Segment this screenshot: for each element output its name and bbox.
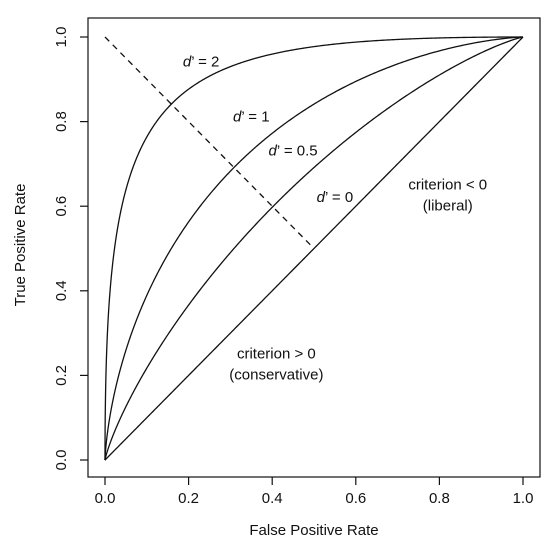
y-tick-label: 0.4 [53, 280, 70, 301]
x-axis-label: False Positive Rate [249, 522, 378, 539]
y-tick-label: 0.2 [53, 365, 70, 386]
y-tick-label: 0.8 [53, 111, 70, 132]
y-tick-label: 0.6 [53, 196, 70, 217]
plot-frame [87, 17, 541, 478]
annotation-label: d’ = 0 [317, 189, 354, 206]
x-tick-label: 0.8 [429, 490, 450, 507]
x-axis: 0.0 0.2 0.4 0.6 0.8 1.0 [95, 477, 534, 507]
annotation-label: (liberal) [423, 197, 473, 214]
criterion-dashed-line [104, 36, 315, 249]
annotation-label: d’ = 2 [183, 54, 220, 71]
y-axis-label: True Positive Rate [12, 184, 29, 307]
roc-curves [104, 36, 524, 461]
roc-curve-dprime-1 [104, 36, 524, 460]
y-axis: 0.0 0.2 0.4 0.6 0.8 1.0 [53, 27, 88, 471]
annotation-label: criterion < 0 [408, 176, 487, 193]
annotation-label: criterion > 0 [237, 345, 316, 362]
x-tick-label: 0.6 [345, 490, 366, 507]
x-tick-label: 0.2 [178, 490, 199, 507]
y-tick-label: 0.0 [53, 450, 70, 471]
x-tick-label: 0.0 [95, 490, 116, 507]
roc-curve-dprime-0-5 [104, 36, 524, 461]
annotation-label: d’ = 1 [233, 109, 270, 126]
x-tick-label: 1.0 [513, 490, 534, 507]
roc-curve-dprime-0 [104, 36, 524, 461]
y-tick-label: 1.0 [53, 27, 70, 48]
annotation-label: (conservative) [229, 367, 323, 384]
x-tick-label: 0.4 [262, 490, 283, 507]
roc-curve-dprime-2 [104, 36, 523, 460]
annotations: d’ = 2 d’ = 1 d’ = 0.5 d’ = 0 criterion < 0 (… [183, 54, 487, 384]
annotation-label: d’ = 0.5 [269, 142, 318, 159]
